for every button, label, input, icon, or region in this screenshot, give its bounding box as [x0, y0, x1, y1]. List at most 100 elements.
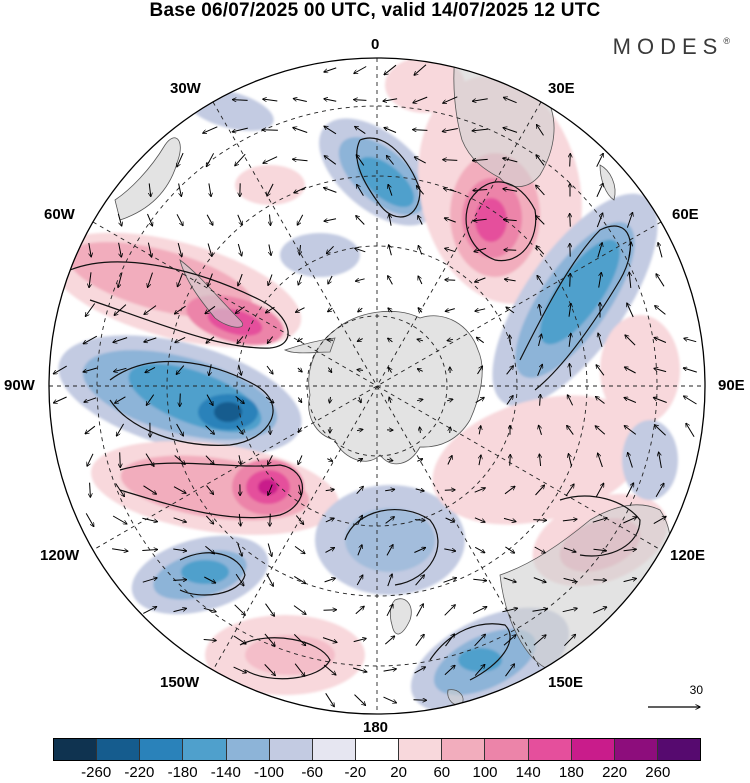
wind-vector-arrow — [386, 604, 393, 617]
wind-vector-arrow — [146, 394, 155, 406]
wind-vector-arrow — [203, 126, 218, 133]
wind-vector-arrow — [144, 337, 157, 342]
colorbar-tick-label: -20 — [344, 764, 367, 781]
anomaly-positive — [235, 165, 305, 205]
wind-vector-arrow — [503, 97, 517, 104]
colorbar-tick-label: 180 — [558, 764, 584, 781]
wind-vector-arrow — [148, 272, 153, 288]
wind-vector-arrow — [356, 486, 364, 495]
colorbar-swatch — [355, 739, 400, 760]
wind-vector-arrow — [385, 489, 395, 490]
wind-vector-arrow — [53, 396, 67, 403]
wind-vector-arrow — [294, 545, 305, 553]
wind-vector-arrow — [388, 308, 393, 313]
wind-vector-arrow — [504, 279, 516, 281]
wind-vector-arrow — [145, 366, 156, 372]
wind-vector-arrow — [203, 607, 216, 611]
lon-label-150e: 150E — [548, 674, 584, 691]
wind-vector-arrow — [142, 578, 157, 583]
wind-vector-arrow — [592, 607, 607, 614]
wind-vector-arrow — [505, 546, 514, 553]
wind-vector-arrow — [597, 243, 602, 258]
colorbar-swatch — [269, 739, 313, 760]
lon-label-90w: 90W — [4, 377, 35, 394]
wind-vector-arrow — [147, 242, 151, 258]
wind-vector-arrow — [567, 425, 574, 435]
wind-vector-arrow — [420, 427, 421, 434]
wind-vector-arrow — [444, 218, 456, 223]
wind-vector-arrow — [267, 336, 274, 344]
wind-vector-arrow — [206, 153, 215, 166]
anomaly-positive — [385, 58, 465, 113]
wind-vector-arrow — [654, 338, 667, 343]
wind-vector-arrow — [534, 546, 546, 553]
wind-vector-arrow — [237, 543, 242, 557]
wind-vector-arrow — [294, 663, 305, 677]
wind-vector-arrow — [357, 339, 363, 342]
landmasses — [114, 58, 671, 706]
wind-vector-arrow — [383, 669, 397, 671]
wind-vector-arrow — [503, 577, 517, 582]
wind-vector-arrow — [684, 338, 697, 343]
wind-vector-arrow — [654, 368, 667, 373]
wind-vector-arrow — [296, 307, 305, 313]
wind-vector-arrow — [683, 368, 697, 373]
wind-vector-arrow — [300, 245, 301, 255]
wind-vector-arrow — [537, 364, 543, 376]
wind-vector-arrow — [414, 520, 425, 521]
wind-vector-arrow — [205, 545, 214, 554]
wind-vector-arrow — [624, 398, 637, 403]
wind-vector-arrow — [263, 99, 278, 101]
registered-mark: ® — [723, 36, 730, 46]
wind-vector-arrow — [116, 423, 125, 436]
wind-vector-arrow — [84, 397, 97, 402]
wind-vector-arrow — [324, 219, 337, 221]
wind-vector-arrow — [178, 183, 182, 197]
wind-vector-arrow — [415, 634, 424, 646]
wind-vector-arrow — [477, 366, 483, 375]
wind-vector-arrow — [655, 306, 666, 315]
wind-vector-arrow — [568, 454, 573, 467]
wind-vector-arrow — [265, 396, 274, 403]
wind-vector-arrow — [569, 303, 571, 317]
wind-vector-arrow — [325, 518, 334, 523]
wind-vector-arrow — [173, 580, 186, 581]
wind-vector-arrow — [353, 638, 367, 643]
wind-vector-arrow — [328, 308, 333, 312]
wind-vector-arrow — [263, 156, 278, 164]
meridian — [92, 221, 662, 551]
colorbar-swatch — [54, 739, 98, 760]
wind-vector-arrow — [354, 100, 367, 101]
colorbar-swatch — [571, 739, 615, 760]
wind-vector-arrow — [298, 338, 303, 341]
wind-vector-arrow — [173, 549, 186, 551]
wind-vector-arrow — [444, 188, 457, 193]
anomaly-negative — [458, 648, 502, 672]
wind-vector-arrow — [142, 517, 157, 521]
lon-label-60w: 60W — [44, 206, 75, 223]
wind-vector-arrow — [388, 184, 393, 196]
wind-vector-arrow — [235, 396, 245, 403]
wind-vector-arrow — [416, 604, 424, 617]
wind-vector-arrow — [235, 573, 244, 586]
wind-vector-arrow — [233, 635, 246, 644]
wind-vector-arrow — [144, 305, 157, 315]
wind-vector-arrow — [474, 517, 485, 522]
wind-vector-arrow — [235, 153, 246, 166]
wind-vector-arrow — [627, 303, 634, 318]
wind-vector-arrow — [502, 608, 517, 613]
wind-vector-arrow — [206, 336, 215, 343]
anomaly-negative — [540, 239, 620, 345]
wind-vector-arrow — [415, 489, 425, 491]
wind-vector-arrow — [443, 578, 457, 583]
wind-vector-arrow — [177, 242, 182, 257]
wind-vector-arrow — [330, 396, 331, 403]
anomaly-positive — [600, 315, 680, 425]
anomaly-positive — [258, 479, 278, 495]
wind-vector-arrow — [506, 366, 514, 375]
lon-label-120w: 120W — [40, 547, 80, 564]
wind-vector-arrow — [356, 429, 363, 430]
colorbar-swatch — [97, 739, 141, 760]
wind-vector-arrow — [177, 152, 184, 167]
